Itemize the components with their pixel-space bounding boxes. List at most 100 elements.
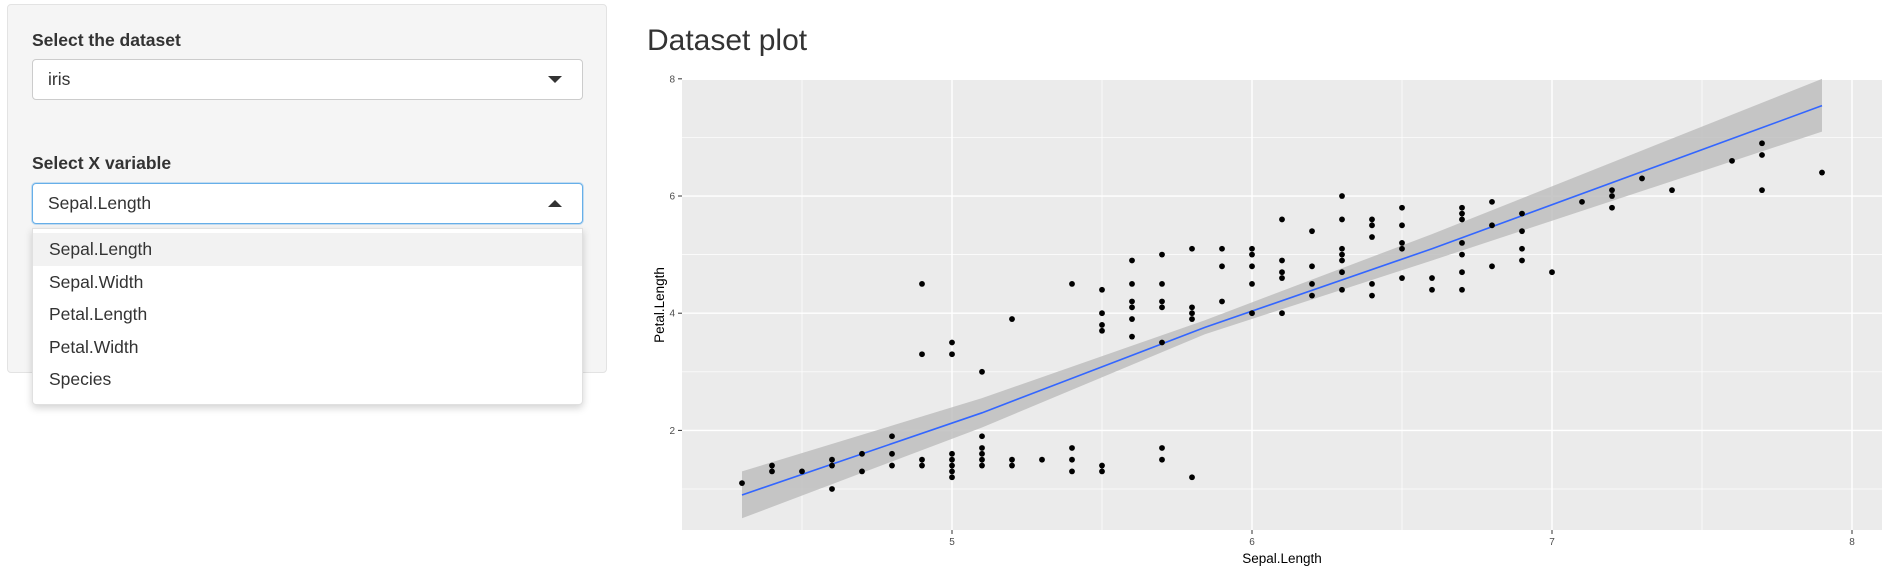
- data-point: [919, 456, 925, 463]
- data-point: [979, 445, 985, 451]
- data-point: [1009, 462, 1015, 469]
- data-point: [949, 339, 955, 346]
- data-point: [1309, 281, 1315, 287]
- data-point: [1399, 222, 1405, 229]
- data-point: [1759, 140, 1765, 147]
- data-point: [1429, 286, 1435, 293]
- data-point: [979, 456, 985, 463]
- data-point: [1339, 269, 1345, 276]
- data-point: [829, 456, 835, 463]
- y-tick-label: 4: [669, 309, 675, 320]
- data-point: [1189, 245, 1195, 252]
- data-point: [1009, 456, 1015, 463]
- x-tick-label: 7: [1549, 537, 1555, 548]
- data-point: [1459, 204, 1465, 211]
- data-point: [1459, 251, 1465, 258]
- xvar-option-sepal-width[interactable]: Sepal.Width: [49, 271, 144, 292]
- fit-line: [741, 104, 1823, 496]
- xvar-select-label: Select X variable: [32, 153, 172, 173]
- data-point: [1609, 204, 1615, 211]
- data-point: [1159, 445, 1165, 451]
- dataset-select-value: iris: [48, 69, 71, 89]
- x-tick-label: 8: [1849, 537, 1855, 548]
- data-point: [1159, 339, 1165, 346]
- y-axis-ticks: 2 4 6 8: [669, 74, 682, 437]
- data-point: [1519, 245, 1525, 252]
- data-point: [1249, 263, 1255, 270]
- data-point: [1309, 263, 1315, 270]
- x-tick-label: 5: [949, 537, 955, 548]
- dataset-select[interactable]: iris: [32, 59, 583, 100]
- data-point: [1159, 281, 1165, 287]
- data-point: [1309, 292, 1315, 299]
- data-point: [1759, 187, 1765, 194]
- data-point: [919, 281, 925, 287]
- data-point: [1129, 298, 1135, 305]
- data-point: [1399, 204, 1405, 211]
- data-point: [949, 474, 955, 481]
- data-point: [949, 351, 955, 358]
- data-point: [1369, 216, 1375, 223]
- data-point: [1159, 298, 1165, 305]
- data-point: [1339, 257, 1345, 264]
- data-point: [1249, 251, 1255, 258]
- data-point: [1369, 281, 1375, 287]
- data-point: [1489, 222, 1495, 229]
- data-point: [889, 433, 895, 440]
- data-point: [1369, 234, 1375, 240]
- chevron-down-icon: [548, 76, 562, 83]
- data-point: [1189, 304, 1195, 311]
- xvar-option-sepal-length[interactable]: Sepal.Length: [33, 233, 582, 266]
- y-axis-label: Petal.Length: [652, 267, 667, 343]
- data-point: [979, 462, 985, 469]
- data-point: [1339, 193, 1345, 199]
- x-axis-ticks: 5 6 7 8: [949, 530, 1855, 548]
- data-point: [1099, 322, 1105, 328]
- xvar-select[interactable]: Sepal.Length: [32, 183, 583, 224]
- data-point: [1159, 456, 1165, 463]
- data-point: [1129, 304, 1135, 311]
- data-point: [1069, 281, 1075, 287]
- xvar-option-petal-length[interactable]: Petal.Length: [49, 304, 148, 324]
- data-point: [1459, 239, 1465, 246]
- x-tick-label: 6: [1249, 537, 1255, 548]
- data-point: [1129, 316, 1135, 322]
- data-point: [859, 468, 865, 475]
- xvar-option-petal-width[interactable]: Petal.Width: [49, 336, 139, 357]
- data-point: [979, 368, 985, 375]
- data-point: [1249, 281, 1255, 287]
- data-point: [1069, 456, 1075, 463]
- data-point: [769, 462, 775, 469]
- data-point: [1429, 275, 1435, 281]
- xvar-option-species[interactable]: Species: [49, 369, 112, 389]
- data-point: [1189, 310, 1195, 317]
- data-point: [1129, 281, 1135, 287]
- data-point: [1219, 298, 1225, 305]
- data-point: [1249, 245, 1255, 252]
- data-point: [1459, 286, 1465, 293]
- data-point: [829, 462, 835, 469]
- data-point: [1309, 228, 1315, 235]
- x-axis-label: Sepal.Length: [1242, 551, 1322, 566]
- data-point: [1639, 175, 1645, 182]
- data-point: [1369, 292, 1375, 299]
- confidence-band: [742, 78, 1822, 519]
- data-point: [1489, 198, 1495, 205]
- data-point: [1069, 445, 1075, 451]
- data-point: [1549, 269, 1555, 276]
- data-point: [1099, 327, 1105, 334]
- data-point: [1219, 263, 1225, 270]
- data-point: [1459, 216, 1465, 223]
- y-tick-label: 6: [669, 192, 675, 203]
- data-point: [1219, 245, 1225, 252]
- data-point: [889, 462, 895, 469]
- data-point: [1819, 169, 1825, 176]
- plot-title: Dataset plot: [647, 24, 808, 57]
- grid-minor: [682, 80, 1882, 530]
- data-point: [1459, 210, 1465, 217]
- data-point: [1339, 251, 1345, 258]
- data-point: [1129, 333, 1135, 340]
- data-point: [829, 486, 835, 492]
- data-point: [1099, 468, 1105, 475]
